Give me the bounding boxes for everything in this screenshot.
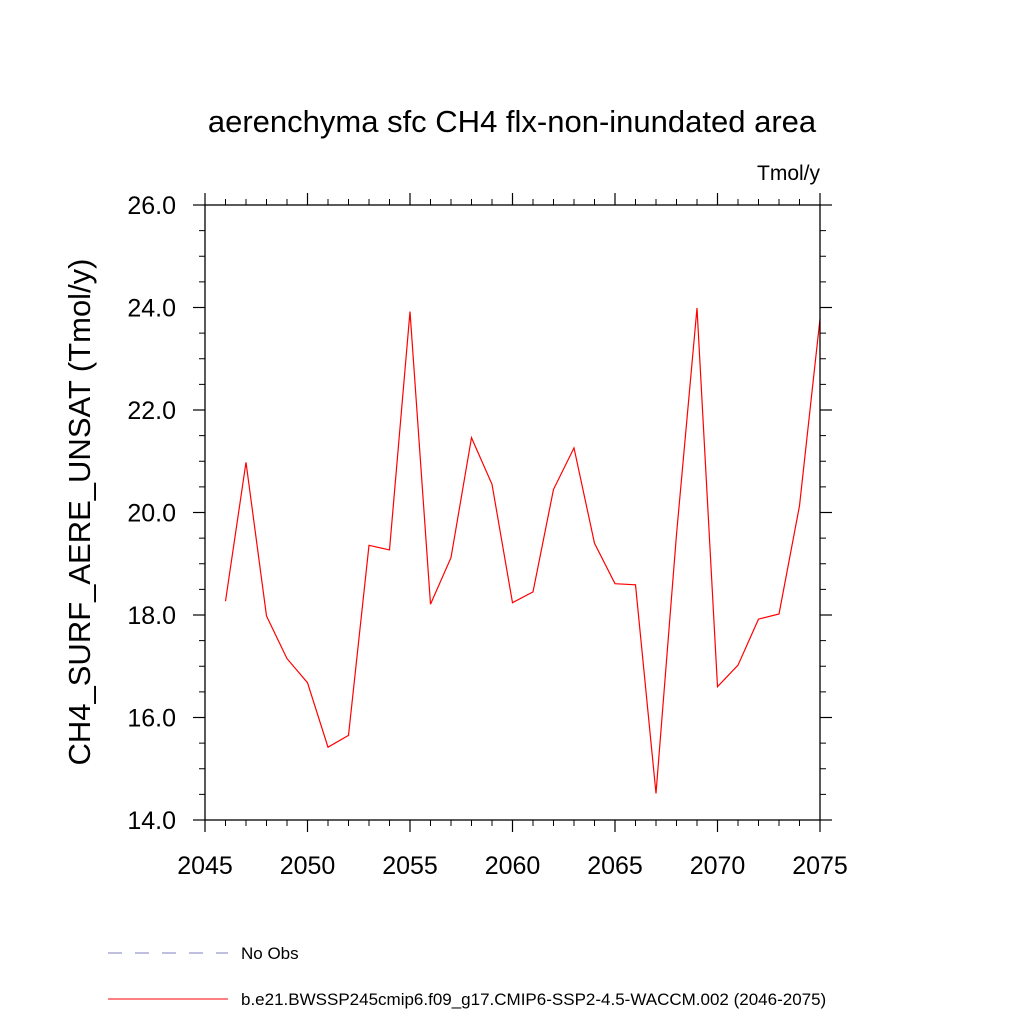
data-series	[224, 307, 821, 794]
plot-frame	[204, 204, 821, 821]
legend: No Obs b.e21.BWSSP245cmip6.f09_g17.CMIP6-…	[108, 944, 826, 1009]
y-tick-label: 26.0	[127, 192, 176, 220]
axis-ticks: 2045 2050 2055 2060 2065 2070 2075 14.0 16.0 18.0…	[127, 192, 847, 880]
x-tick-label: 2065	[587, 852, 643, 880]
series-line	[224, 307, 821, 794]
y-tick-label: 18.0	[127, 602, 176, 630]
chart-title: aerenchyma sfc CH4 flx-non-inundated are…	[208, 104, 817, 139]
y-tick-label: 24.0	[127, 295, 176, 323]
units-label: Tmol/y	[757, 162, 821, 185]
x-tick-label: 2070	[690, 852, 746, 880]
y-tick-label: 14.0	[127, 807, 176, 835]
y-tick-label: 16.0	[127, 705, 176, 733]
x-tick-label: 2060	[485, 852, 541, 880]
x-tick-label: 2050	[280, 852, 336, 880]
x-tick-label: 2075	[792, 852, 848, 880]
y-tick-label: 20.0	[127, 500, 176, 528]
x-tick-label: 2055	[382, 852, 438, 880]
y-axis-label: CH4_SURF_AERE_UNSAT (Tmol/y)	[62, 258, 97, 765]
legend-label: No Obs	[241, 944, 299, 963]
y-tick-label: 22.0	[127, 397, 176, 425]
legend-label: b.e21.BWSSP245cmip6.f09_g17.CMIP6-SSP2-4…	[241, 990, 826, 1009]
x-tick-label: 2045	[177, 852, 233, 880]
